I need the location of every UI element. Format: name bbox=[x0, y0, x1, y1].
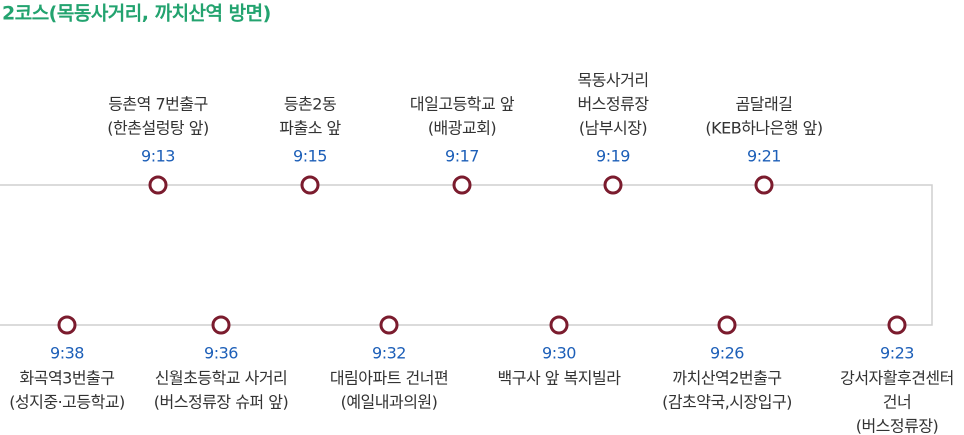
stop-label: 신월초등학교 사거리 bbox=[155, 369, 288, 388]
stop-label: 까치산역2번출구 bbox=[672, 369, 781, 388]
stop-time: 9:19 bbox=[596, 147, 630, 166]
stop-marker bbox=[211, 315, 231, 335]
stop-time: 9:32 bbox=[372, 344, 406, 363]
stop-label: (버스정류장) bbox=[856, 417, 939, 435]
stop-time: 9:17 bbox=[445, 147, 479, 166]
stop-marker bbox=[754, 175, 774, 195]
stop-label: (성지중·고등학교) bbox=[9, 393, 125, 412]
stop-label: (KEB하나은행 앞) bbox=[705, 119, 822, 138]
stop-time: 9:38 bbox=[50, 344, 84, 363]
stop-label: 강서자활후견센터 bbox=[840, 369, 954, 388]
stop-label: 대림아파트 건너편 bbox=[330, 369, 448, 388]
stop-marker bbox=[887, 315, 907, 335]
stop-time: 9:30 bbox=[542, 344, 576, 363]
stop-label: 화곡역3번출구 bbox=[20, 369, 115, 388]
route-line bbox=[0, 184, 933, 326]
stop-label: (감초약국,시장입구) bbox=[662, 393, 792, 412]
stop-label: 목동사거리 bbox=[577, 71, 648, 90]
stop-marker bbox=[549, 315, 569, 335]
stop-label: 곰달래길 bbox=[736, 95, 793, 114]
stop-label: 버스정류장 bbox=[577, 95, 649, 114]
stop-time: 9:15 bbox=[293, 147, 327, 166]
stop-time: 9:26 bbox=[710, 344, 744, 363]
title: 2코스(목동사거리, 까치산역 방면) bbox=[2, 3, 271, 25]
stop-label: (예일내과의원) bbox=[341, 393, 438, 412]
stop-time: 9:13 bbox=[141, 147, 175, 166]
stop-label: 파출소 앞 bbox=[279, 119, 341, 138]
stop-label: 대일고등학교 앞 bbox=[410, 95, 515, 114]
stop-marker bbox=[379, 315, 399, 335]
stop-label: 등촌역 7번출구 bbox=[108, 95, 208, 114]
stop-label: 등촌2동 bbox=[284, 95, 336, 114]
stop-label: (버스정류장 슈퍼 앞) bbox=[154, 393, 288, 412]
stop-marker bbox=[148, 175, 168, 195]
stop-time: 9:23 bbox=[880, 344, 914, 363]
stop-label: (남부시장) bbox=[579, 119, 647, 138]
stop-time: 9:36 bbox=[204, 344, 238, 363]
stop-label: 건너 bbox=[883, 393, 911, 412]
stop-time: 9:21 bbox=[747, 147, 781, 166]
stop-label: (배광교회) bbox=[428, 119, 496, 138]
stop-marker bbox=[717, 315, 737, 335]
stop-marker bbox=[300, 175, 320, 195]
stop-marker bbox=[452, 175, 472, 195]
stop-marker bbox=[57, 315, 77, 335]
stop-label: (한촌설렁탕 앞) bbox=[107, 119, 208, 138]
stop-marker bbox=[603, 175, 623, 195]
stop-label: 백구사 앞 복지빌라 bbox=[498, 369, 622, 388]
